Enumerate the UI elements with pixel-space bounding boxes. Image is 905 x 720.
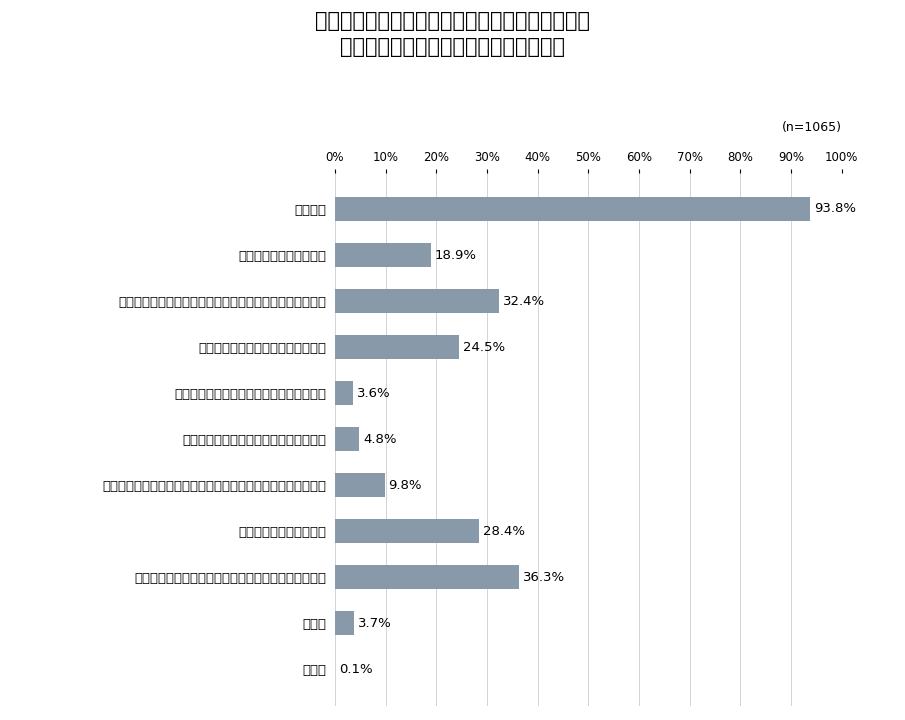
Text: 28.4%: 28.4% — [483, 525, 525, 538]
Bar — [335, 197, 810, 221]
Bar — [335, 381, 353, 405]
Text: 93.8%: 93.8% — [814, 202, 856, 215]
Bar — [335, 611, 354, 635]
Bar — [335, 243, 431, 267]
Bar — [335, 565, 519, 589]
Text: 9.8%: 9.8% — [388, 479, 422, 492]
Bar — [335, 473, 385, 498]
Text: 4.8%: 4.8% — [363, 433, 396, 446]
Text: 3.6%: 3.6% — [357, 387, 391, 400]
Text: 18.9%: 18.9% — [434, 248, 477, 261]
Text: 3.7%: 3.7% — [357, 617, 391, 630]
Bar — [335, 427, 359, 451]
Bar — [335, 519, 479, 544]
Bar — [335, 335, 459, 359]
Text: (n=1065): (n=1065) — [782, 121, 842, 134]
Text: 32.4%: 32.4% — [503, 294, 545, 307]
Text: 【契約時における情報セキュリティに関する要請
（販売先（発注元企業）との契約時）】: 【契約時における情報セキュリティに関する要請 （販売先（発注元企業）との契約時）… — [315, 11, 590, 57]
Bar — [335, 289, 499, 313]
Text: 24.5%: 24.5% — [463, 341, 505, 354]
Text: 36.3%: 36.3% — [523, 571, 565, 584]
Text: 0.1%: 0.1% — [339, 663, 373, 676]
